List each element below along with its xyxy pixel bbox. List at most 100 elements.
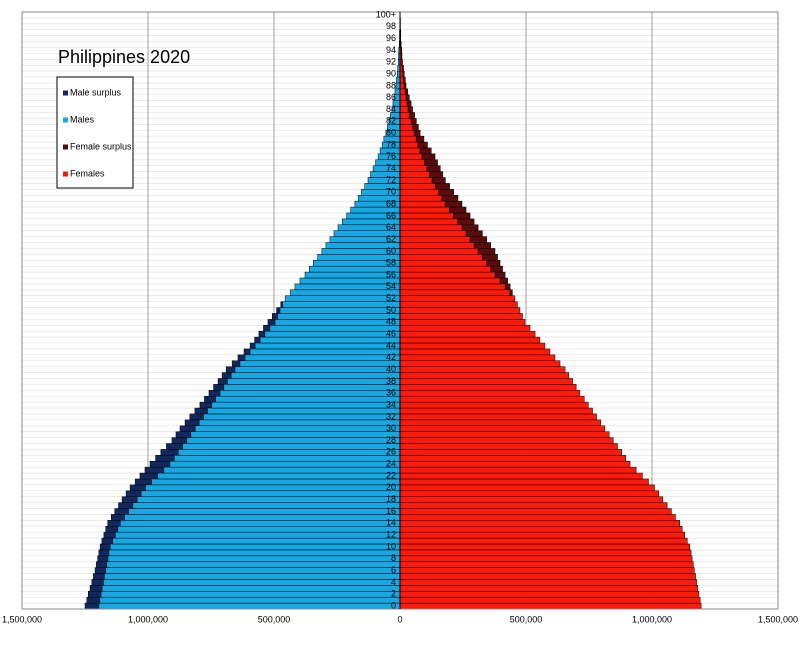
bar — [244, 349, 250, 355]
bar — [209, 390, 220, 396]
bar — [400, 272, 495, 278]
bar — [216, 396, 400, 402]
bar — [400, 195, 442, 201]
bar — [178, 449, 400, 455]
bar — [400, 373, 569, 379]
bar — [400, 443, 617, 449]
bar — [85, 603, 99, 609]
bar — [126, 491, 141, 497]
bar — [400, 183, 435, 189]
y-tick-label: 80 — [386, 128, 396, 138]
legend-label: Males — [70, 114, 95, 124]
bar — [156, 455, 175, 461]
legend-label: Male surplus — [70, 87, 122, 97]
bar — [400, 349, 550, 355]
bar — [400, 302, 517, 308]
bar — [411, 118, 416, 124]
bar — [400, 532, 685, 538]
bar — [429, 172, 442, 178]
bar — [187, 438, 400, 444]
bar — [400, 231, 466, 237]
bar — [272, 313, 277, 319]
bar — [400, 396, 584, 402]
y-tick-label: 32 — [386, 411, 396, 421]
bar — [400, 473, 642, 479]
bar — [104, 532, 115, 538]
bar — [400, 520, 680, 526]
bar — [238, 355, 245, 361]
bar — [510, 290, 513, 296]
bar — [400, 213, 453, 219]
bar — [400, 284, 505, 290]
bar — [400, 384, 576, 390]
bar — [400, 597, 700, 603]
x-tick-label: 0 — [397, 614, 402, 624]
bar — [92, 579, 104, 585]
bar — [150, 461, 170, 467]
bar — [462, 225, 478, 231]
bar — [222, 373, 231, 379]
y-tick-label: 44 — [386, 340, 396, 350]
bar — [400, 538, 687, 544]
y-tick-label: 86 — [386, 92, 396, 102]
y-tick-label: 76 — [386, 151, 396, 161]
bar — [281, 302, 283, 308]
bar — [400, 130, 414, 136]
y-tick-label: 50 — [386, 305, 396, 315]
bar — [418, 142, 428, 148]
bar — [118, 526, 400, 532]
bar — [487, 260, 500, 266]
bar — [400, 166, 427, 172]
y-tick-label: 64 — [386, 222, 396, 232]
y-tick-label: 30 — [386, 423, 396, 433]
bar — [245, 355, 400, 361]
y-tick-label: 52 — [386, 293, 396, 303]
bar — [400, 497, 663, 503]
bar — [204, 396, 215, 402]
bar — [408, 107, 413, 113]
bar — [400, 225, 462, 231]
bar — [135, 479, 151, 485]
bar — [416, 136, 424, 142]
bar — [283, 302, 400, 308]
bar — [119, 503, 133, 509]
y-tick-label: 34 — [386, 399, 396, 409]
bar — [220, 390, 400, 396]
bar — [400, 503, 667, 509]
x-tick-label: 1,500,000 — [758, 614, 798, 624]
bar — [400, 337, 540, 343]
bar — [100, 544, 110, 550]
bar — [96, 562, 106, 568]
y-tick-label: 82 — [386, 116, 396, 126]
bar — [400, 414, 597, 420]
bar — [268, 319, 275, 325]
bar — [400, 83, 404, 89]
y-tick-label: 0 — [391, 600, 396, 610]
y-tick-label: 22 — [386, 470, 396, 480]
bar — [400, 201, 445, 207]
bar — [396, 83, 400, 89]
bar — [400, 514, 675, 520]
y-tick-label: 38 — [386, 376, 396, 386]
bar — [240, 361, 400, 367]
y-tick-label: 8 — [391, 553, 396, 563]
bar — [259, 331, 265, 337]
bar — [255, 343, 400, 349]
bar — [400, 313, 522, 319]
bar — [400, 449, 622, 455]
bar — [466, 231, 482, 237]
legend-swatch — [63, 172, 68, 177]
bar — [400, 367, 565, 373]
bar — [107, 562, 400, 568]
bar — [400, 248, 478, 254]
y-tick-label: 42 — [386, 352, 396, 362]
bar — [250, 343, 255, 349]
y-tick-label: 98 — [386, 21, 396, 31]
bar — [400, 568, 694, 574]
y-tick-label: 2 — [391, 589, 396, 599]
bar — [161, 449, 178, 455]
bar — [122, 497, 137, 503]
bar — [400, 118, 411, 124]
bar — [400, 491, 659, 497]
bar — [414, 130, 420, 136]
